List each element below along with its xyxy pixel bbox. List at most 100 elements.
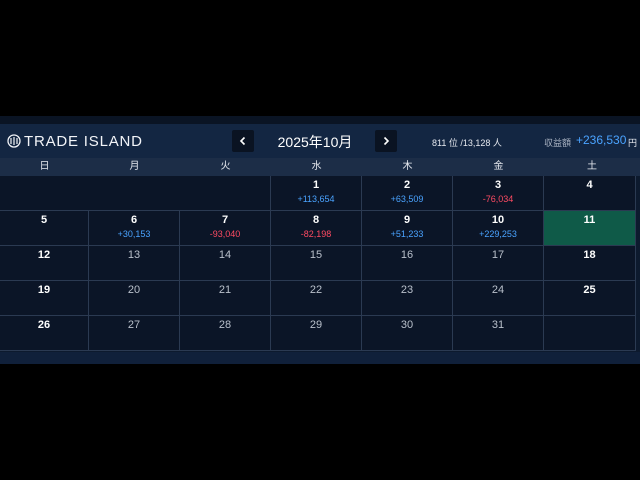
weekday-fri: 金 <box>493 161 504 172</box>
day-number: 6 <box>130 214 138 226</box>
day-number: 15 <box>309 249 323 261</box>
day-number: 10 <box>491 214 505 226</box>
day-number: 25 <box>583 284 596 296</box>
calendar-day-cell[interactable]: 18 <box>544 246 636 281</box>
calendar-day-cell[interactable]: 3 -76,034 <box>453 176 544 211</box>
calendar-day-cell[interactable]: 9 +51,233 <box>362 211 453 246</box>
day-number: 12 <box>37 249 51 261</box>
calendar-empty-cell <box>0 176 89 211</box>
rank-text: 811 位 /13,128 人 <box>432 138 502 148</box>
calendar-day-cell[interactable]: 1 +113,654 <box>271 176 362 211</box>
calendar-day-cell[interactable]: 2 +63,509 <box>362 176 453 211</box>
earnings-value: +236,530 <box>576 133 627 147</box>
calendar-empty-cell <box>544 316 636 351</box>
day-number: 8 <box>312 214 320 226</box>
day-number: 5 <box>40 214 48 226</box>
day-number: 9 <box>403 214 411 226</box>
day-number: 21 <box>218 284 232 296</box>
calendar-day-cell[interactable]: 10 +229,253 <box>453 211 544 246</box>
calendar-day-cell[interactable]: 20 <box>89 281 180 316</box>
day-number: 17 <box>491 249 505 261</box>
day-number: 28 <box>218 319 232 331</box>
island-logo-icon <box>7 134 21 148</box>
day-number: 24 <box>491 284 505 296</box>
prev-month-button[interactable] <box>232 130 254 152</box>
calendar-day-cell[interactable]: 17 <box>453 246 544 281</box>
calendar-week-row: 5 6 +30,153 7 -93,040 8 -82,198 9 +51,233 10 +229,… <box>0 211 640 246</box>
calendar-week-row: 19 20 21 22 23 24 25 <box>0 281 640 316</box>
day-pnl: +63,509 <box>390 194 424 204</box>
month-title: 2025年10月 <box>277 134 353 150</box>
day-number: 22 <box>309 284 323 296</box>
day-number: 7 <box>221 214 229 226</box>
brand-name: TRADE ISLAND <box>24 132 143 150</box>
calendar-day-cell[interactable]: 29 <box>271 316 362 351</box>
calendar-day-cell[interactable]: 21 <box>180 281 271 316</box>
day-number: 27 <box>127 319 141 331</box>
day-number: 18 <box>583 249 596 261</box>
calendar-day-cell[interactable]: 11 <box>544 211 636 246</box>
day-number: 19 <box>37 284 51 296</box>
day-number: 20 <box>127 284 141 296</box>
calendar-day-cell[interactable]: 12 <box>0 246 89 281</box>
calendar-day-cell[interactable]: 6 +30,153 <box>89 211 180 246</box>
calendar-day-cell[interactable]: 27 <box>89 316 180 351</box>
calendar-day-cell[interactable]: 4 <box>544 176 636 211</box>
day-number: 2 <box>403 179 411 191</box>
top-strip <box>0 116 640 124</box>
next-month-button[interactable] <box>375 130 397 152</box>
day-number: 23 <box>400 284 414 296</box>
calendar-day-cell[interactable]: 13 <box>89 246 180 281</box>
calendar-day-cell[interactable]: 31 <box>453 316 544 351</box>
calendar-day-cell[interactable]: 15 <box>271 246 362 281</box>
brand-logo[interactable]: TRADE ISLAND <box>7 132 143 150</box>
day-number: 31 <box>491 319 505 331</box>
calendar-day-cell[interactable]: 7 -93,040 <box>180 211 271 246</box>
calendar-day-cell[interactable]: 16 <box>362 246 453 281</box>
calendar-week-row: 12 13 14 15 16 17 18 <box>0 246 640 281</box>
calendar-week-row: 1 +113,654 2 +63,509 3 -76,034 4 <box>0 176 640 211</box>
day-number: 3 <box>494 179 502 191</box>
trade-calendar: TRADE ISLAND 2025年10月 811 位 /13,128 人 収益… <box>0 116 640 364</box>
calendar-day-cell[interactable]: 5 <box>0 211 89 246</box>
calendar-header: TRADE ISLAND 2025年10月 811 位 /13,128 人 収益… <box>0 124 640 158</box>
calendar-empty-cell <box>180 176 271 211</box>
calendar-day-cell[interactable]: 19 <box>0 281 89 316</box>
calendar-day-cell[interactable]: 22 <box>271 281 362 316</box>
calendar-day-cell[interactable]: 14 <box>180 246 271 281</box>
calendar-day-cell[interactable]: 24 <box>453 281 544 316</box>
day-pnl: +30,153 <box>117 229 151 239</box>
day-number: 16 <box>400 249 414 261</box>
weekday-tue: 火 <box>220 161 231 172</box>
day-pnl: +51,233 <box>390 229 424 239</box>
bottom-strip <box>0 352 640 364</box>
weekday-header-row: 日 月 火 水 木 金 土 <box>0 158 640 176</box>
weekday-thu: 木 <box>402 161 413 172</box>
calendar-grid: 1 +113,654 2 +63,509 3 -76,034 4 5 6 +30,153 7 -93,… <box>0 176 640 352</box>
day-pnl: -82,198 <box>300 229 332 239</box>
day-number: 1 <box>312 179 320 191</box>
day-pnl: -93,040 <box>209 229 241 239</box>
day-pnl: +113,654 <box>297 194 335 204</box>
earnings-unit: 円 <box>628 138 638 148</box>
day-number: 11 <box>583 214 596 226</box>
weekday-sun: 日 <box>39 161 50 172</box>
day-number: 14 <box>218 249 232 261</box>
calendar-day-cell[interactable]: 23 <box>362 281 453 316</box>
day-number: 13 <box>127 249 141 261</box>
day-number: 4 <box>586 179 593 191</box>
weekday-wed: 水 <box>311 161 322 172</box>
calendar-day-cell[interactable]: 30 <box>362 316 453 351</box>
calendar-day-cell[interactable]: 25 <box>544 281 636 316</box>
day-number: 29 <box>309 319 323 331</box>
calendar-day-cell[interactable]: 28 <box>180 316 271 351</box>
chevron-left-icon <box>239 136 246 146</box>
day-number: 30 <box>400 319 414 331</box>
weekday-sat: 土 <box>587 161 597 172</box>
calendar-week-row: 26 27 28 29 30 31 <box>0 316 640 351</box>
calendar-day-cell[interactable]: 8 -82,198 <box>271 211 362 246</box>
calendar-day-cell[interactable]: 26 <box>0 316 89 351</box>
day-number: 26 <box>37 319 51 331</box>
calendar-empty-cell <box>89 176 180 211</box>
weekday-mon: 月 <box>129 161 140 172</box>
